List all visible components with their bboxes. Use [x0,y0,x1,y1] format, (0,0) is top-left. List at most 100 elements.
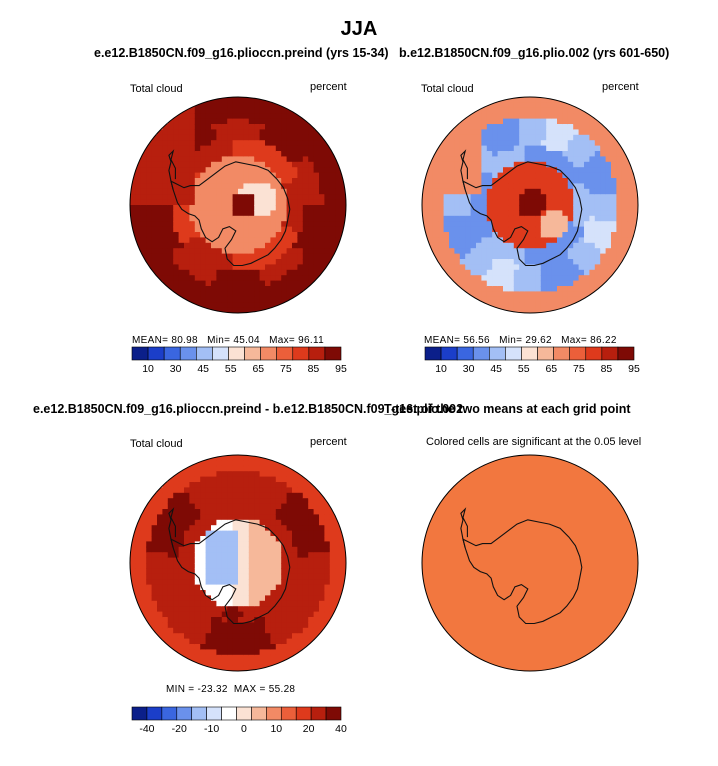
map-cell [281,107,288,114]
map-cell [313,622,320,629]
map-cell [281,183,288,190]
panel1-colorbar: 10 30 45 55 65 75 85 95 [131,346,347,375]
map-cell [178,259,185,265]
map-cell [621,145,628,152]
map-cell [286,525,293,532]
map-cell [286,557,293,564]
map-cell [265,482,271,488]
map-cell [449,161,455,168]
map-cell [589,286,596,292]
map-cell [211,471,217,478]
map-cell [302,188,309,195]
map-cell [308,584,315,591]
map-cell [243,113,250,120]
map-cell [265,232,271,238]
map-cell [205,253,212,260]
map-cell [238,172,244,179]
map-cell [184,573,190,580]
map-cell [292,221,298,228]
map-cell [232,210,239,217]
map-cell [513,264,520,271]
map-cell [621,226,628,233]
map-cell [238,460,244,467]
map-cell [130,552,136,559]
map-cell [292,264,298,271]
map-cell [275,465,282,472]
colorbar-swatch [424,346,442,361]
map-cell [497,221,504,228]
map-cell [270,498,277,505]
map-cell [243,286,250,292]
map-cell [567,113,574,120]
map-cell [297,156,304,163]
map-cell [221,232,228,238]
map-cell [162,627,169,634]
map-cell [265,660,271,667]
map-cell [232,595,239,602]
map-cell [292,573,298,580]
map-cell [297,172,304,179]
map-cell [600,248,607,255]
colorbar-swatch [260,346,277,361]
map-cell [594,161,601,168]
map-cell [146,205,153,211]
map-cell [238,134,244,141]
map-cell [519,264,526,271]
map-cell [329,145,336,152]
map-cell [584,124,590,130]
map-cell [335,167,342,174]
map-cell [205,552,212,559]
map-cell [302,627,309,634]
map-cell [319,161,325,168]
map-cell [259,296,266,303]
map-cell [135,172,142,179]
map-cell [248,590,255,596]
map-cell [319,519,325,526]
map-cell [248,156,255,163]
map-cell [200,595,207,602]
map-cell [162,226,169,233]
map-cell [584,145,590,152]
map-cell [292,617,298,623]
map-cell [600,124,607,130]
map-cell [308,242,315,249]
map-cell [324,156,331,163]
map-cell [254,644,261,650]
map-cell [605,259,612,265]
map-cell [281,509,288,515]
map-cell [562,275,569,282]
map-cell [551,178,558,184]
map-cell [200,118,207,125]
map-cell [151,492,158,499]
map-cell [286,199,293,206]
map-cell [621,156,628,163]
map-cell [275,194,282,201]
map-cell [302,568,309,575]
map-cell [481,161,488,168]
map-cell [184,627,190,634]
map-cell [513,269,520,276]
map-cell [157,156,163,163]
map-cell [594,140,601,147]
map-cell [221,97,228,103]
map-cell [211,248,217,255]
map-cell [173,590,180,596]
map-cell [270,622,277,629]
map-cell [281,519,288,526]
map-cell [313,178,320,184]
map-cell [329,541,336,548]
map-cell [259,482,266,488]
map-cell [162,145,169,152]
map-cell [167,172,174,179]
map-cell [211,519,217,526]
map-cell [324,215,331,222]
map-cell [248,237,255,244]
map-cell [194,649,201,656]
map-cell [184,118,190,125]
map-cell [259,546,266,553]
map-cell [184,215,190,222]
map-cell [184,633,190,640]
map-cell [621,242,628,249]
map-cell [254,476,261,483]
map-cell [551,183,558,190]
